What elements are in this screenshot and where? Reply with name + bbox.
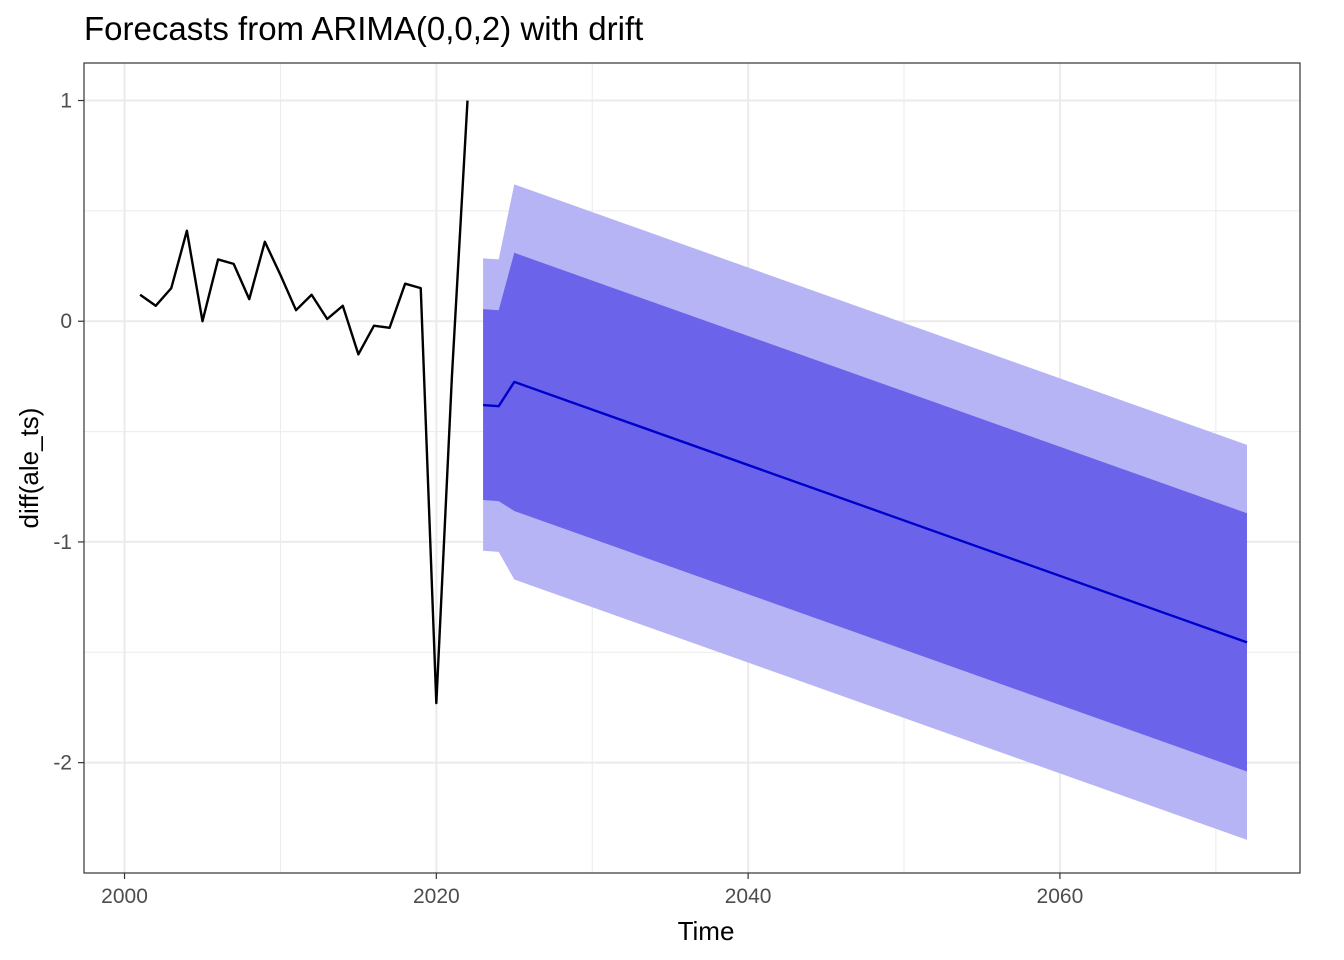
y-tick-label: -2 — [53, 752, 72, 775]
x-tick-label: 2040 — [725, 885, 772, 908]
observed-series-line — [139, 100, 469, 705]
x-axis-title: Time — [678, 916, 735, 946]
series-lines — [139, 100, 1248, 705]
x-axis: 2000 2020 2040 2060 — [101, 873, 1083, 908]
y-tick-label: 1 — [60, 90, 72, 113]
y-tick-label: -1 — [53, 531, 72, 554]
chart-title: Forecasts from ARIMA(0,0,2) with drift — [84, 10, 643, 47]
y-axis: 1 0 -1 -2 — [53, 90, 84, 775]
y-tick-label: 0 — [60, 310, 72, 333]
panel-border — [83, 62, 1301, 874]
forecast-mean-line — [483, 380, 1248, 644]
x-tick-label: 2060 — [1037, 885, 1084, 908]
y-axis-title: diff(ale_ts) — [14, 408, 44, 529]
prediction-intervals — [483, 184, 1247, 840]
interval-80-band — [483, 252, 1247, 772]
x-tick-label: 2020 — [413, 885, 460, 908]
x-tick-label: 2000 — [101, 885, 148, 908]
